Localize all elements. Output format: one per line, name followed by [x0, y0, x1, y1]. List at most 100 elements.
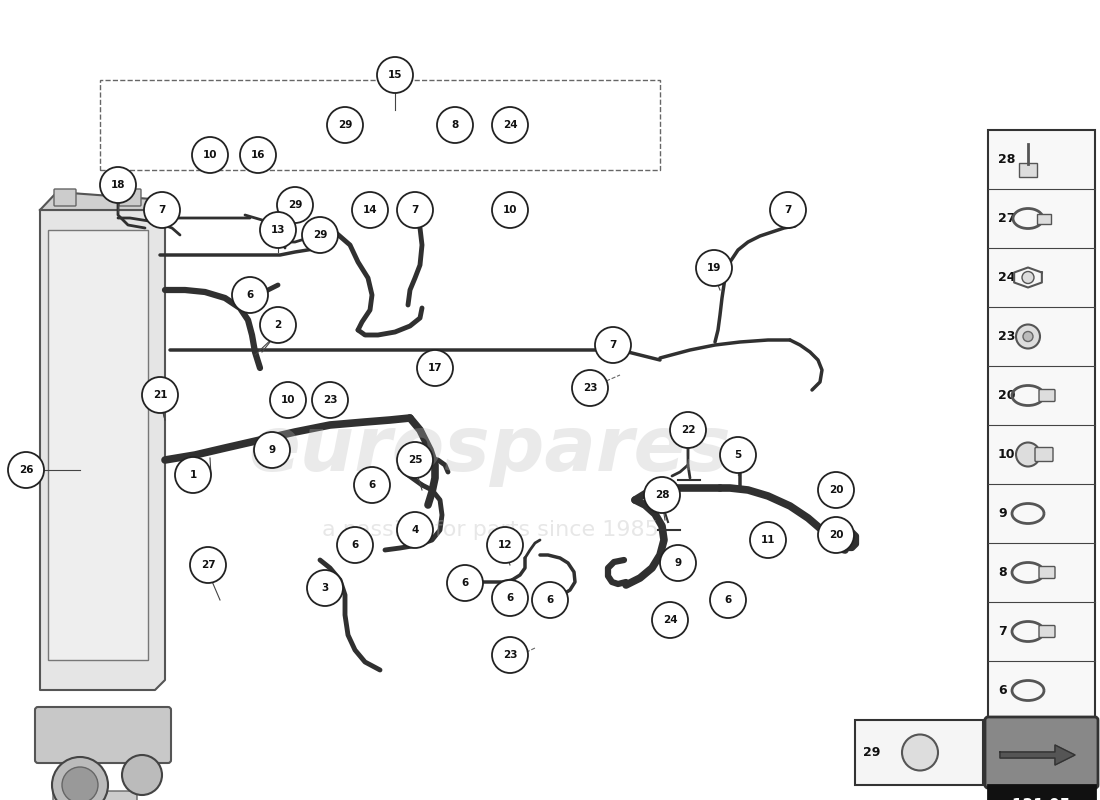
- Text: 21: 21: [153, 390, 167, 400]
- Text: 13: 13: [271, 225, 285, 235]
- Text: 7: 7: [998, 625, 1006, 638]
- Text: 27: 27: [998, 212, 1015, 225]
- Text: 121 05: 121 05: [1012, 798, 1070, 800]
- Text: 23: 23: [998, 330, 1015, 343]
- Text: 6: 6: [506, 593, 514, 603]
- FancyBboxPatch shape: [119, 189, 141, 206]
- Text: 15: 15: [387, 70, 403, 80]
- Circle shape: [652, 602, 688, 638]
- Circle shape: [142, 377, 178, 413]
- Text: 9: 9: [998, 507, 1006, 520]
- Circle shape: [1016, 325, 1040, 349]
- FancyBboxPatch shape: [1040, 390, 1055, 402]
- Circle shape: [352, 192, 388, 228]
- Text: 9: 9: [674, 558, 682, 568]
- Text: 29: 29: [864, 746, 880, 759]
- Circle shape: [1023, 331, 1033, 342]
- Circle shape: [492, 192, 528, 228]
- Text: 28: 28: [998, 153, 1015, 166]
- Text: 10: 10: [280, 395, 295, 405]
- Circle shape: [312, 382, 348, 418]
- Text: 26: 26: [19, 465, 33, 475]
- FancyBboxPatch shape: [988, 785, 1094, 800]
- Text: 7: 7: [411, 205, 419, 215]
- Text: 16: 16: [251, 150, 265, 160]
- Text: 14: 14: [363, 205, 377, 215]
- Circle shape: [644, 477, 680, 513]
- Text: 17: 17: [428, 363, 442, 373]
- Text: 1: 1: [189, 470, 197, 480]
- Circle shape: [377, 57, 412, 93]
- Polygon shape: [40, 200, 165, 690]
- Text: 6: 6: [351, 540, 359, 550]
- Circle shape: [62, 767, 98, 800]
- Circle shape: [660, 545, 696, 581]
- Circle shape: [397, 512, 433, 548]
- Polygon shape: [40, 192, 165, 210]
- Circle shape: [270, 382, 306, 418]
- Text: 10: 10: [503, 205, 517, 215]
- Circle shape: [277, 187, 313, 223]
- Circle shape: [492, 580, 528, 616]
- FancyBboxPatch shape: [984, 717, 1098, 788]
- Text: 20: 20: [998, 389, 1015, 402]
- Text: 23: 23: [583, 383, 597, 393]
- Text: 2: 2: [274, 320, 282, 330]
- Text: eurospares: eurospares: [249, 413, 732, 487]
- Text: 29: 29: [338, 120, 352, 130]
- FancyBboxPatch shape: [1040, 626, 1055, 638]
- Circle shape: [492, 637, 528, 673]
- Text: 11: 11: [761, 535, 776, 545]
- Circle shape: [710, 582, 746, 618]
- Text: 25: 25: [408, 455, 422, 465]
- Text: 4: 4: [411, 525, 419, 535]
- Text: 20: 20: [828, 530, 844, 540]
- Circle shape: [818, 472, 854, 508]
- Circle shape: [327, 107, 363, 143]
- Text: 6: 6: [547, 595, 553, 605]
- Circle shape: [192, 137, 228, 173]
- FancyBboxPatch shape: [1019, 162, 1037, 177]
- Circle shape: [397, 192, 433, 228]
- Text: 10: 10: [998, 448, 1015, 461]
- Circle shape: [417, 350, 453, 386]
- Text: 6: 6: [725, 595, 732, 605]
- Circle shape: [902, 734, 938, 770]
- Circle shape: [232, 277, 268, 313]
- FancyBboxPatch shape: [1035, 447, 1053, 462]
- Text: 9: 9: [268, 445, 276, 455]
- Circle shape: [770, 192, 806, 228]
- Circle shape: [818, 517, 854, 553]
- Circle shape: [492, 107, 528, 143]
- Text: 23: 23: [322, 395, 338, 405]
- Text: 6: 6: [368, 480, 375, 490]
- Circle shape: [190, 547, 226, 583]
- Text: 6: 6: [998, 684, 1006, 697]
- Circle shape: [144, 192, 180, 228]
- Text: a passion for parts since 1985: a passion for parts since 1985: [321, 520, 659, 540]
- Text: 6: 6: [461, 578, 469, 588]
- Circle shape: [260, 307, 296, 343]
- Circle shape: [302, 217, 338, 253]
- Circle shape: [52, 757, 108, 800]
- Circle shape: [447, 565, 483, 601]
- Circle shape: [8, 452, 44, 488]
- Circle shape: [240, 137, 276, 173]
- Circle shape: [572, 370, 608, 406]
- Text: 23: 23: [503, 650, 517, 660]
- Text: 24: 24: [998, 271, 1015, 284]
- Text: 8: 8: [451, 120, 459, 130]
- Text: 20: 20: [828, 485, 844, 495]
- FancyBboxPatch shape: [53, 791, 138, 800]
- Circle shape: [720, 437, 756, 473]
- FancyBboxPatch shape: [54, 189, 76, 206]
- Circle shape: [175, 457, 211, 493]
- Text: 24: 24: [503, 120, 517, 130]
- Circle shape: [254, 432, 290, 468]
- Text: 7: 7: [784, 205, 792, 215]
- Text: 28: 28: [654, 490, 669, 500]
- Polygon shape: [1000, 745, 1075, 765]
- FancyBboxPatch shape: [48, 230, 148, 660]
- Circle shape: [1016, 442, 1040, 466]
- Circle shape: [337, 527, 373, 563]
